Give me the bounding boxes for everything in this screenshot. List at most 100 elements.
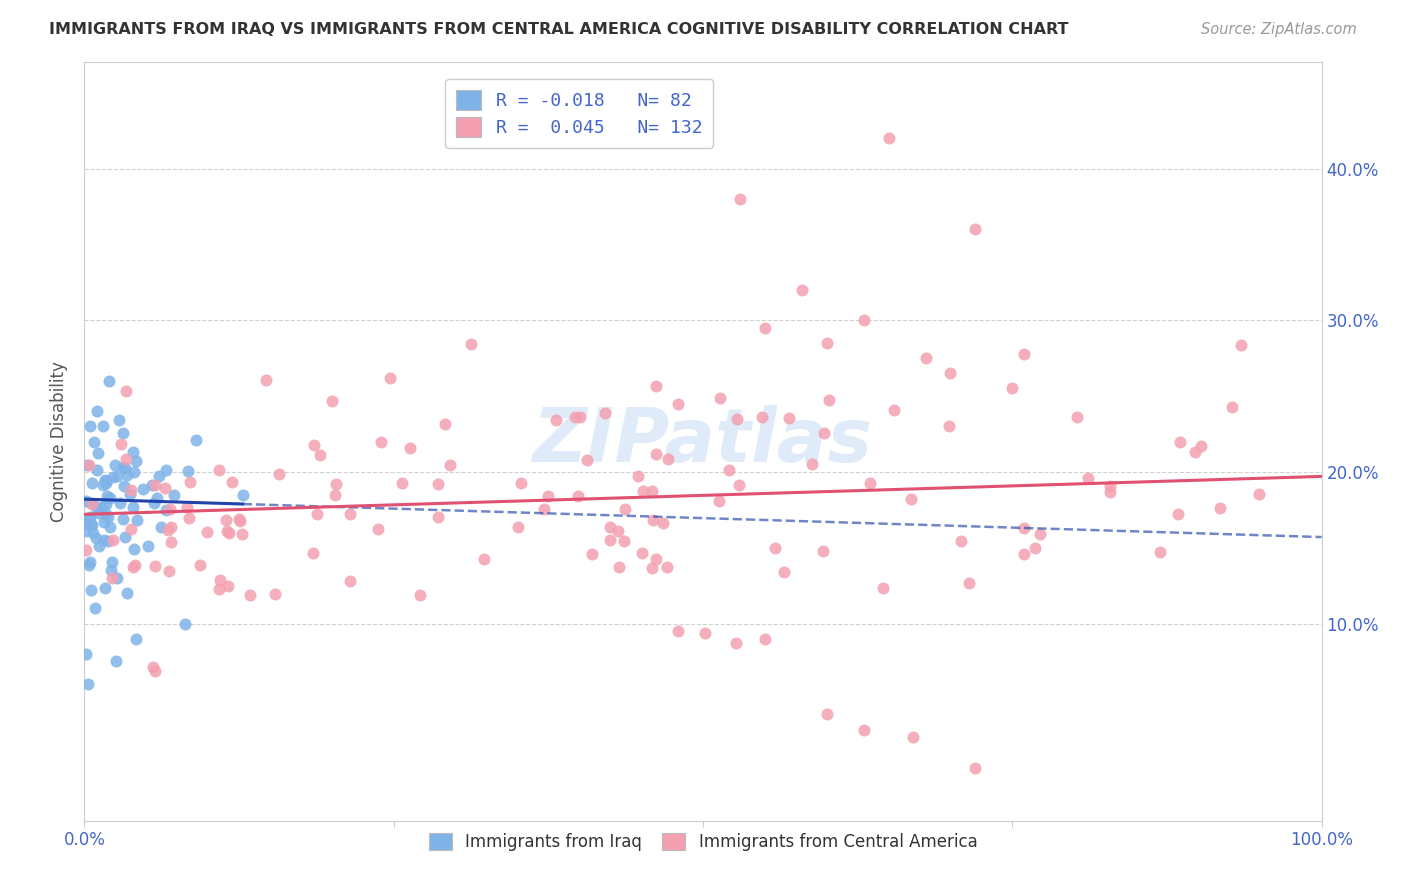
Point (433, 417, 456, 432)
Point (817, 392, 839, 407)
Point (1209, 501, 1232, 516)
Point (593, 406, 616, 420)
Point (148, 468, 170, 483)
Point (82, 476, 104, 491)
Point (143, 478, 166, 492)
Point (105, 469, 128, 483)
Point (98, 374, 121, 388)
Point (778, 411, 800, 425)
Point (614, 502, 637, 516)
Point (1168, 435, 1191, 450)
Point (957, 576, 980, 591)
Point (100, 564, 122, 578)
Point (79, 510, 101, 524)
Point (815, 336, 838, 351)
Point (754, 632, 776, 646)
Point (75, 542, 97, 557)
Point (101, 533, 124, 547)
Point (900, 492, 922, 507)
Point (323, 488, 346, 502)
Point (575, 453, 598, 467)
Point (110, 496, 132, 510)
Point (143, 558, 166, 573)
Point (87, 445, 110, 459)
Point (339, 508, 361, 522)
Point (790, 283, 813, 297)
Point (89, 506, 111, 520)
Point (607, 559, 630, 574)
Point (97, 510, 120, 524)
Point (652, 516, 675, 530)
Point (122, 465, 145, 479)
Point (811, 544, 834, 558)
Point (77, 458, 100, 473)
Point (533, 502, 555, 516)
Point (94, 497, 117, 511)
Point (859, 476, 882, 491)
Point (209, 573, 232, 587)
Point (1230, 337, 1253, 351)
Point (121, 500, 143, 514)
Point (75, 494, 97, 508)
Point (763, 541, 786, 556)
Point (229, 514, 252, 528)
Point (217, 524, 239, 538)
Point (84, 500, 107, 515)
Point (883, 403, 905, 417)
Point (108, 413, 131, 427)
Point (115, 467, 138, 482)
Point (903, 730, 925, 744)
Point (179, 475, 201, 489)
Point (114, 530, 136, 544)
Point (1024, 541, 1046, 555)
Point (84, 532, 107, 546)
Point (112, 479, 135, 493)
Point (581, 548, 603, 562)
Point (143, 664, 166, 678)
Point (567, 489, 589, 503)
Point (564, 410, 586, 425)
Point (91, 419, 114, 434)
Point (409, 588, 432, 602)
Point (217, 579, 239, 593)
Point (75, 647, 97, 661)
Point (709, 391, 731, 405)
Point (124, 558, 146, 573)
Point (174, 616, 197, 631)
Point (254, 373, 277, 387)
Point (307, 507, 329, 521)
Point (79, 555, 101, 569)
Point (666, 396, 689, 410)
Point (79, 419, 101, 434)
Legend: Immigrants from Iraq, Immigrants from Central America: Immigrants from Iraq, Immigrants from Ce… (422, 826, 984, 858)
Point (302, 546, 325, 560)
Point (754, 320, 776, 334)
Point (142, 660, 165, 674)
Point (725, 412, 748, 426)
Point (231, 526, 253, 541)
Point (800, 458, 823, 472)
Point (367, 522, 389, 536)
Point (159, 502, 181, 516)
Point (136, 539, 159, 553)
Point (631, 483, 654, 498)
Point (80, 517, 103, 532)
Point (439, 458, 461, 472)
Point (1012, 347, 1035, 361)
Point (914, 351, 936, 366)
Point (94, 475, 117, 490)
Point (118, 487, 141, 501)
Point (114, 460, 136, 475)
Point (815, 707, 838, 722)
Point (94, 474, 117, 488)
Point (872, 581, 894, 595)
Point (728, 478, 751, 492)
Point (725, 636, 748, 650)
Point (1001, 382, 1024, 396)
Point (426, 510, 449, 524)
Point (103, 470, 125, 484)
Point (773, 566, 796, 580)
Point (264, 587, 287, 601)
Point (163, 488, 186, 502)
Point (94, 581, 117, 595)
